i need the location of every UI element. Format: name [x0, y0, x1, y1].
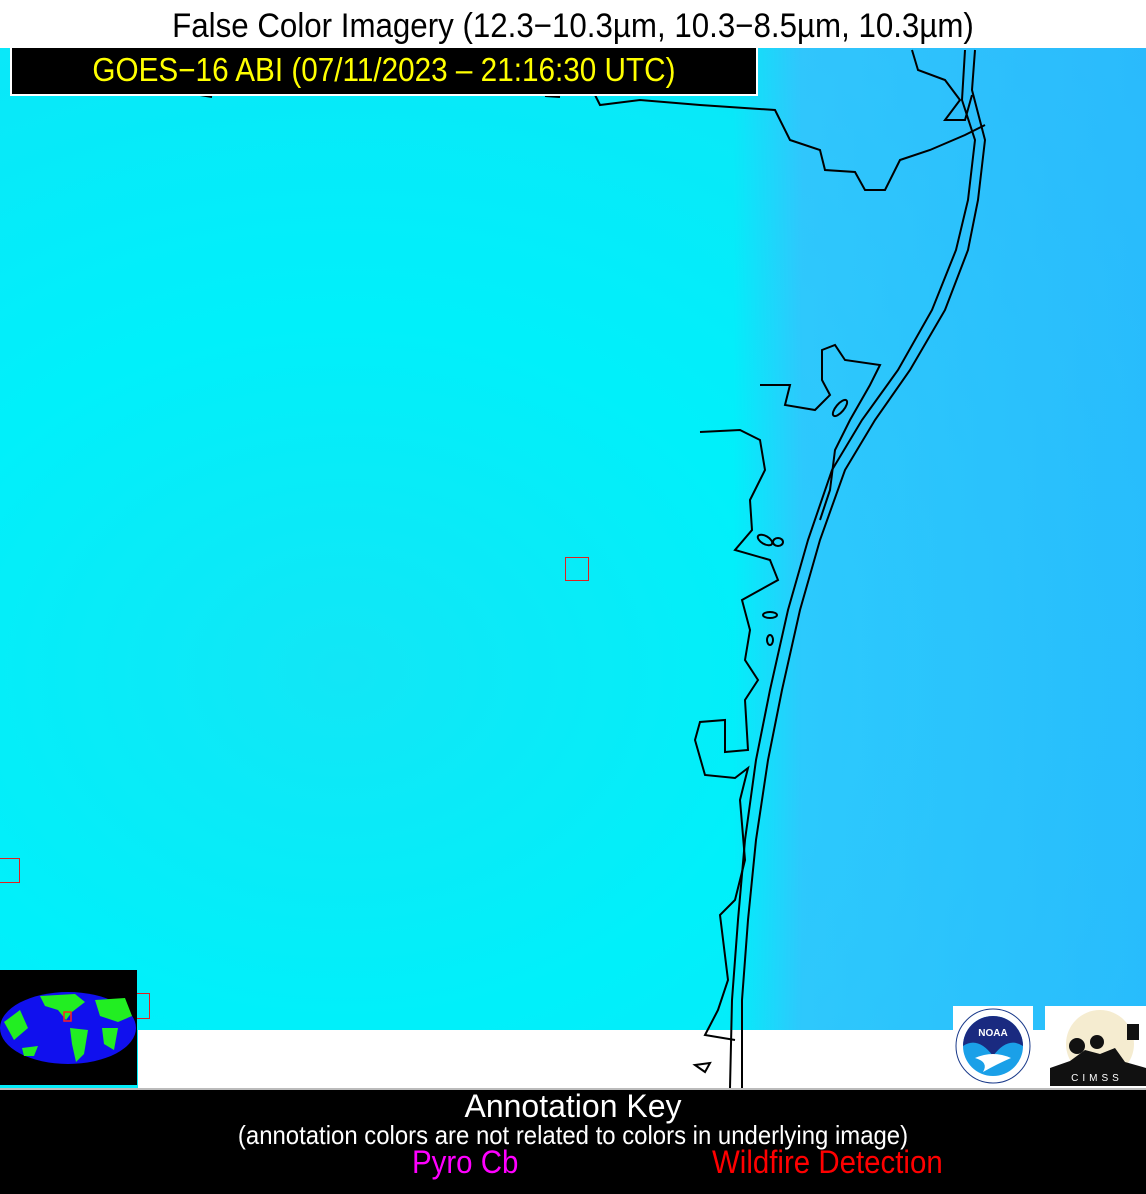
- timestamp-text: GOES−16 ABI (07/11/2023 – 21:16:30 UTC): [92, 51, 676, 88]
- globe-icon: [0, 992, 136, 1064]
- bay-coast: [760, 343, 882, 521]
- svg-text:NOAA: NOAA: [978, 1028, 1007, 1039]
- svg-text:CIMSS: CIMSS: [1071, 1073, 1123, 1084]
- satellite-imagery: [0, 48, 1146, 1088]
- northern-coast: [594, 94, 986, 191]
- barrier-island-inner: [729, 49, 977, 1089]
- globe-locator-inset: [0, 970, 137, 1085]
- annotation-key-subtitle: (annotation colors are not related to co…: [237, 1120, 909, 1150]
- annotation-key-title: Annotation Key: [464, 1088, 682, 1124]
- timestamp-banner: GOES−16 ABI (07/11/2023 – 21:16:30 UTC): [10, 48, 758, 96]
- wildfire-detection-box[interactable]: [0, 858, 20, 883]
- image-title: False Color Imagery (12.3−10.3µm, 10.3−8…: [45, 0, 1101, 48]
- cimss-logo: CIMSS: [1045, 1006, 1146, 1086]
- northern-coast-2: [911, 49, 973, 121]
- legend-wildfire-detection: Wildfire Detection: [712, 1144, 943, 1180]
- wildfire-detection-box[interactable]: [565, 557, 589, 581]
- legend-pyro-cb: Pyro Cb: [412, 1144, 519, 1180]
- barrier-island-outer: [741, 49, 987, 1088]
- annotation-key: Annotation Key (annotation colors are no…: [0, 1088, 1146, 1194]
- mainland-coast: [693, 428, 780, 1041]
- noaa-logo: NOAA: [953, 1006, 1033, 1086]
